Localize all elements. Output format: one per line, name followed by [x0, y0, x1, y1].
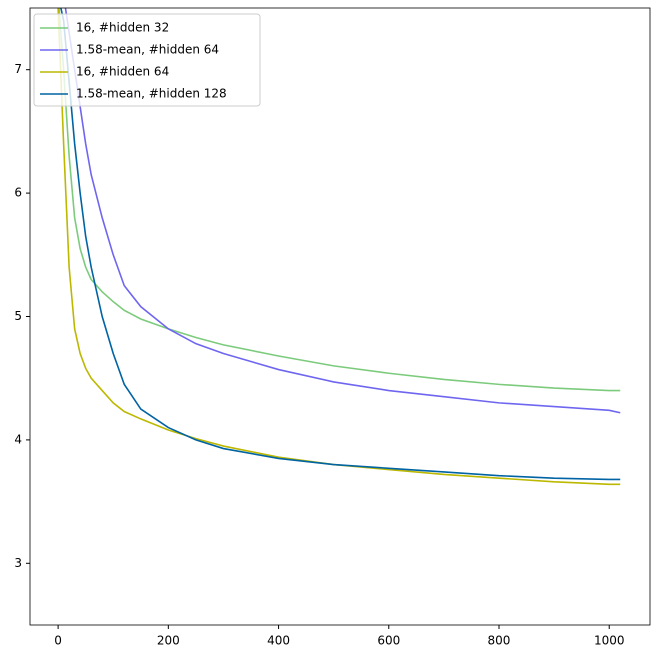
x-tick-label: 200: [157, 634, 180, 648]
series-line: [58, 8, 621, 392]
axes-frame: [29, 7, 651, 626]
x-tick-label: 800: [488, 634, 511, 648]
legend-label: 16, #hidden 64: [76, 65, 169, 79]
y-tick-label: 6: [14, 186, 22, 200]
x-tick-label: 1000: [594, 634, 625, 648]
series-line: [60, 8, 621, 481]
x-tick-label: 0: [54, 634, 62, 648]
y-tick-label: 3: [14, 556, 22, 570]
y-tick-label: 4: [14, 432, 22, 446]
legend-box: [33, 13, 261, 107]
x-tick-label: 400: [267, 634, 290, 648]
legend-label: 1.58-mean, #hidden 128: [76, 87, 227, 101]
x-tick-label: 600: [377, 634, 400, 648]
legend-label: 16, #hidden 32: [76, 21, 169, 35]
series-line: [57, 8, 621, 486]
y-tick-label: 7: [14, 62, 22, 76]
legend-label: 1.58-mean, #hidden 64: [76, 43, 219, 57]
y-tick-label: 5: [14, 309, 22, 323]
